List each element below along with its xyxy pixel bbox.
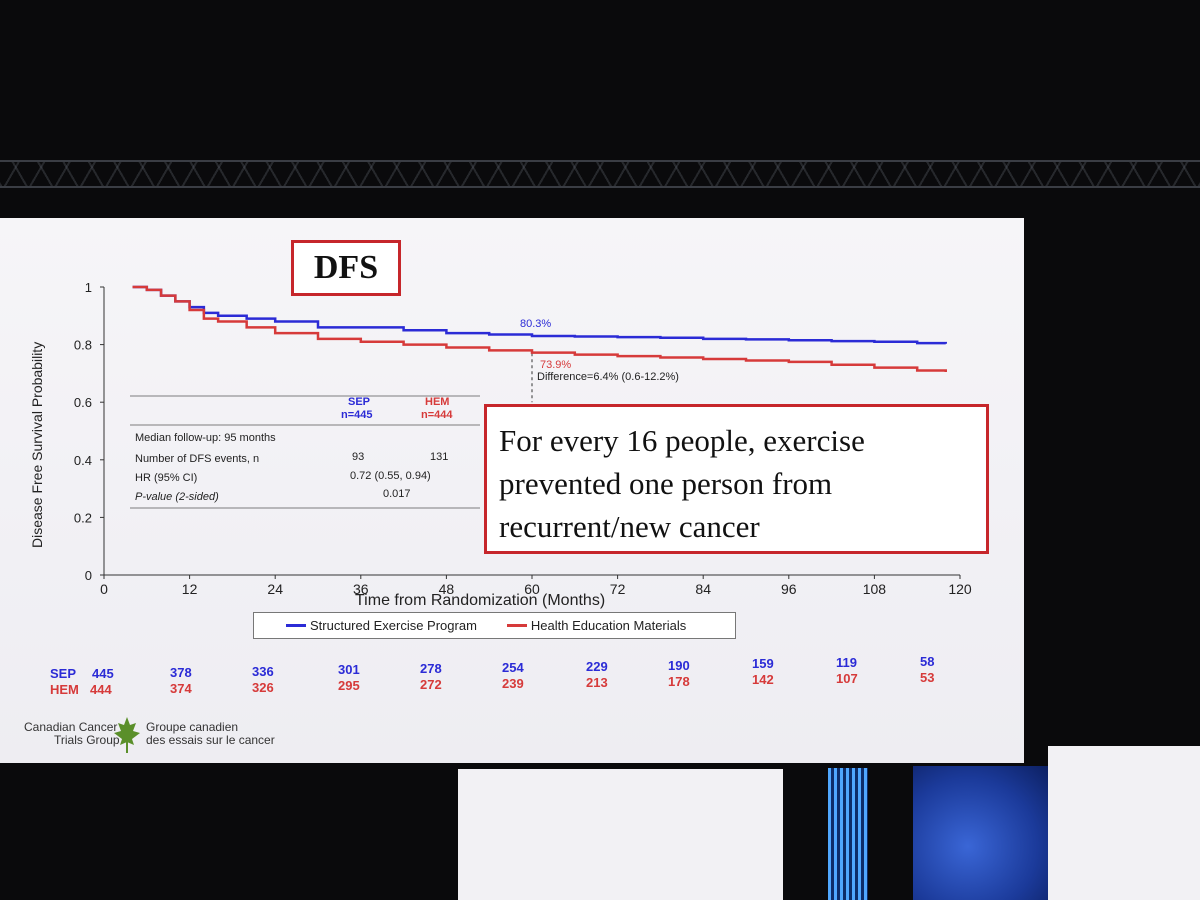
x-tick-label: 12: [182, 581, 198, 597]
legend-label-sep: Structured Exercise Program: [310, 618, 477, 633]
legend-label-hem: Health Education Materials: [530, 618, 687, 633]
risk-value-hem: 178: [668, 673, 690, 689]
logo-en-line1: Canadian Cancer: [24, 720, 118, 734]
risk-value-sep: 378: [170, 664, 192, 680]
projected-slide: 0 12 24 36 48 60 72 84 96 108 120 0 0.2 0.4 0.6 0.8 1 DF…: [0, 218, 1024, 763]
risk-value-sep: 336: [252, 663, 274, 679]
x-tick-label: 108: [863, 581, 887, 597]
risk-value-hem: 295: [338, 678, 360, 694]
risk-value-hem: 374: [170, 680, 192, 696]
x-tick-label: 36: [353, 581, 369, 597]
confidence-monitor-slide: [458, 769, 783, 900]
logo-fr-line2: des essais sur le cancer: [146, 733, 275, 747]
chart-legend: Structured Exercise Program Health Educa…: [253, 612, 736, 639]
risk-value-sep: 301: [338, 662, 360, 678]
table-events-sep: 93: [352, 451, 365, 463]
maple-leaf-icon: [114, 717, 140, 753]
table-row-followup: Median follow-up: 95 months: [135, 432, 276, 444]
y-tick-label: 0: [85, 568, 92, 583]
table-hr-value: 0.72 (0.55, 0.94): [350, 470, 431, 482]
legend-line-hem: [506, 624, 527, 627]
x-tick-label: 24: [267, 581, 283, 597]
risk-value-sep: 58: [920, 654, 935, 669]
risk-value-sep: 278: [420, 661, 442, 677]
risk-value-sep: 159: [752, 656, 774, 672]
key-message-callout: For every 16 people, exercise prevented …: [484, 404, 989, 554]
x-axis-label: Time from Randomization (Months): [355, 592, 606, 609]
dfs-badge: DFS: [291, 240, 401, 296]
legend-line-sep: [286, 624, 306, 627]
table-row-hr: HR (95% CI): [135, 472, 198, 484]
risk-value-sep: 119: [836, 655, 857, 671]
x-tick-label: 60: [524, 581, 540, 597]
table-header-sep: SEP: [348, 396, 371, 408]
table-header-hem: HEM: [425, 396, 450, 408]
risk-value-hem: 272: [420, 677, 442, 693]
series-line-hem: [132, 285, 947, 372]
logo-en-line2: Trials Group: [54, 733, 120, 747]
table-header-sep-n: n=445: [341, 409, 373, 421]
x-tick-label: 120: [948, 581, 972, 597]
table-header-hem-n: n=444: [421, 409, 453, 421]
logo-fr-line1: Groupe canadien: [146, 720, 239, 734]
annotation-difference: Difference=6.4% (0.6-12.2%): [537, 371, 679, 383]
y-tick-label: 1: [85, 280, 92, 295]
km-chart: 0 12 24 36 48 60 72 84 96 108 120 0 0.2 0.4 0.6 0.8 1: [74, 280, 972, 597]
stage-truss: [0, 160, 1200, 188]
table-row-events: Number of DFS events, n: [135, 453, 260, 465]
risk-value-sep: 445: [92, 666, 114, 681]
annotation-hem-pct: 73.9%: [540, 359, 572, 371]
y-tick-label: 0.8: [74, 338, 92, 353]
risk-value-sep: 229: [586, 658, 608, 674]
risk-value-sep: 254: [502, 660, 524, 675]
cctg-logo-fr: Groupe canadien des essais sur le cancer: [146, 721, 275, 747]
cctg-logo-en: Canadian Cancer Trials Group: [24, 721, 120, 747]
legend-item-hem: Health Education Materials: [506, 618, 687, 633]
y-tick-label: 0.4: [74, 453, 92, 468]
risk-value-hem: 107: [836, 671, 858, 687]
risk-value-hem: 326: [252, 679, 274, 695]
series-line-sep: [132, 285, 947, 345]
risk-value-hem: 53: [920, 670, 935, 685]
x-tick-label: 96: [781, 581, 797, 597]
x-tick-label: 48: [439, 581, 455, 597]
x-tick-label: 72: [610, 581, 626, 597]
risk-label-sep: SEP: [50, 666, 77, 681]
y-axis-label: Disease Free Survival Probability: [29, 341, 45, 548]
table-p-value: 0.017: [383, 488, 411, 500]
y-tick-label: 0.6: [74, 395, 92, 410]
table-row-p: P-value (2-sided): [135, 491, 219, 503]
table-events-hem: 131: [430, 451, 449, 463]
side-monitor-slide: [1048, 746, 1200, 900]
stage-light-strip: [828, 768, 868, 900]
y-tick-label: 0.2: [74, 510, 92, 525]
risk-value-hem: 239: [502, 676, 524, 691]
annotation-sep-pct: 80.3%: [520, 318, 552, 330]
x-tick-label: 0: [100, 581, 108, 597]
risk-value-hem: 142: [752, 672, 774, 688]
risk-value-sep: 190: [668, 657, 690, 673]
risk-value-hem: 213: [586, 674, 608, 690]
legend-item-sep: Structured Exercise Program: [286, 618, 477, 633]
risk-value-hem: 444: [90, 682, 112, 697]
x-tick-label: 84: [695, 581, 711, 597]
risk-label-hem: HEM: [50, 682, 79, 697]
blue-screen: [913, 766, 1050, 900]
